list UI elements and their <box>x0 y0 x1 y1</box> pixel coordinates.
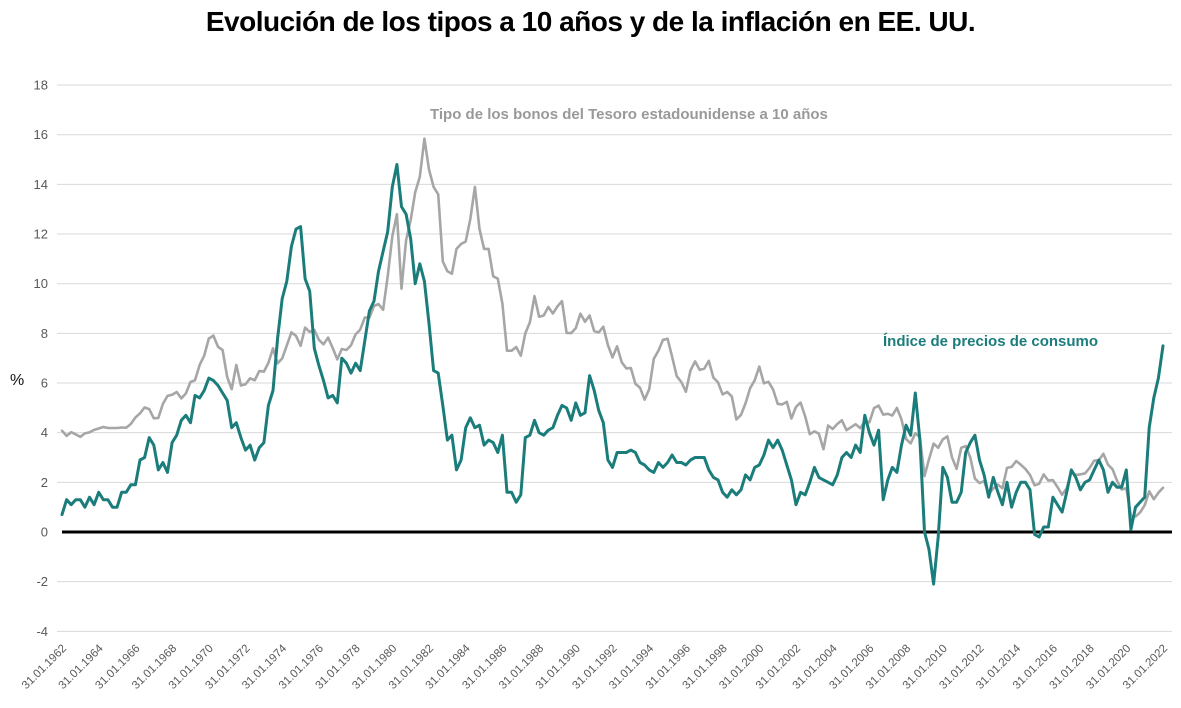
y-tick-label: 14 <box>34 177 48 192</box>
y-axis-unit-label: % <box>10 372 25 389</box>
y-tick-label: 6 <box>41 376 48 391</box>
y-tick-label: -4 <box>36 624 48 639</box>
y-tick-label: -2 <box>36 574 48 589</box>
y-tick-label: 4 <box>41 425 48 440</box>
bond-line <box>60 137 1165 518</box>
cpi-line <box>60 163 1165 586</box>
y-tick-label: 8 <box>41 326 48 341</box>
y-tick-label: 16 <box>34 127 48 142</box>
y-tick-label: 0 <box>41 525 48 540</box>
y-tick-label: 12 <box>34 227 48 242</box>
series-label-cpi: Índice de precios de consumo <box>883 333 1099 350</box>
y-tick-label: 10 <box>34 276 48 291</box>
y-tick-label: 18 <box>34 78 48 93</box>
chart-title: Evolución de los tipos a 10 años y de la… <box>205 6 976 37</box>
y-tick-label: 2 <box>41 475 48 490</box>
series-label-bond: Tipo de los bonos del Tesoro estadounide… <box>430 106 828 123</box>
